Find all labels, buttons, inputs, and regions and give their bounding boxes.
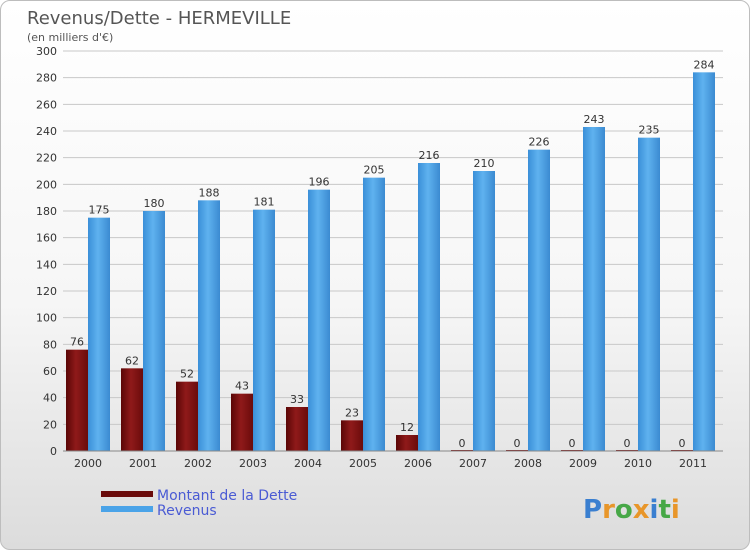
bar-debt [396, 435, 418, 451]
x-tick-label: 2005 [349, 457, 377, 470]
bar-revenus [693, 72, 715, 451]
data-label: 0 [514, 437, 521, 450]
bar-debt [286, 407, 308, 451]
chart-title: Revenus/Dette - HERMEVILLE [27, 8, 291, 29]
bar-debt [66, 349, 88, 451]
data-label: 12 [400, 421, 414, 434]
bar-revenus [253, 209, 275, 451]
y-tick-label: 40 [43, 392, 57, 405]
legend-label-revenus: Revenus [157, 503, 217, 519]
bar-revenus [88, 217, 110, 451]
bar-debt [121, 368, 143, 451]
data-label: 205 [364, 164, 385, 177]
grid-layer: 0204060801001201401601802002202402602803… [36, 45, 723, 458]
data-label: 0 [569, 437, 576, 450]
y-tick-label: 140 [36, 258, 57, 271]
y-tick-label: 0 [50, 445, 57, 458]
data-label: 216 [419, 149, 440, 162]
legend-swatch-revenus [101, 506, 153, 512]
y-tick-label: 200 [36, 178, 57, 191]
y-tick-label: 180 [36, 205, 57, 218]
data-label: 0 [459, 437, 466, 450]
data-label: 196 [309, 176, 330, 189]
data-label: 180 [144, 197, 165, 210]
legend-swatch-debt [101, 491, 153, 497]
x-tick-label: 2004 [294, 457, 322, 470]
data-label: 243 [584, 113, 605, 126]
chart-subtitle: (en milliers d'€) [27, 31, 113, 44]
data-label: 52 [180, 368, 194, 381]
proxiti-logo: Proxiti [583, 495, 680, 525]
data-label: 226 [529, 136, 550, 149]
data-label: 284 [694, 58, 715, 71]
logo-letter: t [658, 495, 670, 525]
bar-revenus [418, 163, 440, 451]
x-tick-label: 2001 [129, 457, 157, 470]
data-label: 33 [290, 393, 304, 406]
bar-revenus [473, 171, 495, 451]
x-tick-label: 2011 [679, 457, 707, 470]
data-label: 43 [235, 380, 249, 393]
y-tick-label: 240 [36, 125, 57, 138]
x-tick-label: 2002 [184, 457, 212, 470]
data-label: 76 [70, 336, 84, 349]
bar-debt [341, 420, 363, 451]
bar-revenus [363, 177, 385, 451]
y-tick-label: 260 [36, 98, 57, 111]
data-label: 235 [639, 124, 660, 137]
x-tick-label: 2008 [514, 457, 542, 470]
bar-debt [176, 381, 198, 451]
x-tick-label: 2000 [74, 457, 102, 470]
y-tick-label: 300 [36, 45, 57, 58]
y-tick-label: 80 [43, 338, 57, 351]
y-tick-label: 20 [43, 418, 57, 431]
logo-letter: o [615, 495, 633, 525]
logo-letter: i [671, 495, 680, 525]
proxiti-logo-text: Proxiti [583, 495, 680, 525]
data-label: 62 [125, 354, 139, 367]
x-tick-label: 2003 [239, 457, 267, 470]
data-label: 0 [624, 437, 631, 450]
data-label: 188 [199, 186, 220, 199]
x-tick-label: 2007 [459, 457, 487, 470]
y-tick-label: 160 [36, 232, 57, 245]
bar-revenus [143, 211, 165, 451]
x-tick-label: 2006 [404, 457, 432, 470]
y-tick-label: 220 [36, 152, 57, 165]
y-tick-label: 280 [36, 72, 57, 85]
logo-letter: x [633, 495, 650, 525]
data-label: 0 [679, 437, 686, 450]
x-axis: 2000 2001 2002 2003 2004 2005 2006 2007 2008 2009… [63, 450, 723, 470]
logo-letter: i [650, 495, 659, 525]
legend: Montant de la Dette Revenus [101, 488, 297, 519]
legend-label-debt: Montant de la Dette [157, 488, 297, 504]
x-tick-label: 2009 [569, 457, 597, 470]
data-label: 210 [474, 157, 495, 170]
y-tick-label: 100 [36, 312, 57, 325]
y-tick-label: 60 [43, 365, 57, 378]
bar-revenus [583, 127, 605, 451]
bar-revenus [528, 149, 550, 451]
data-label: 23 [345, 406, 359, 419]
logo-letter: P [583, 495, 602, 525]
logo-letter: r [602, 495, 615, 525]
bar-revenus [308, 189, 330, 451]
x-tick-label: 2010 [624, 457, 652, 470]
data-label: 175 [89, 204, 110, 217]
bar-revenus [198, 200, 220, 451]
bar-revenus [638, 137, 660, 451]
bars-layer: 76 175 62 180 52 188 43 181 33 196 23 205 12 216 0 210 0… [66, 58, 715, 451]
bar-debt [231, 393, 253, 451]
y-tick-label: 120 [36, 285, 57, 298]
data-label: 181 [254, 196, 275, 209]
